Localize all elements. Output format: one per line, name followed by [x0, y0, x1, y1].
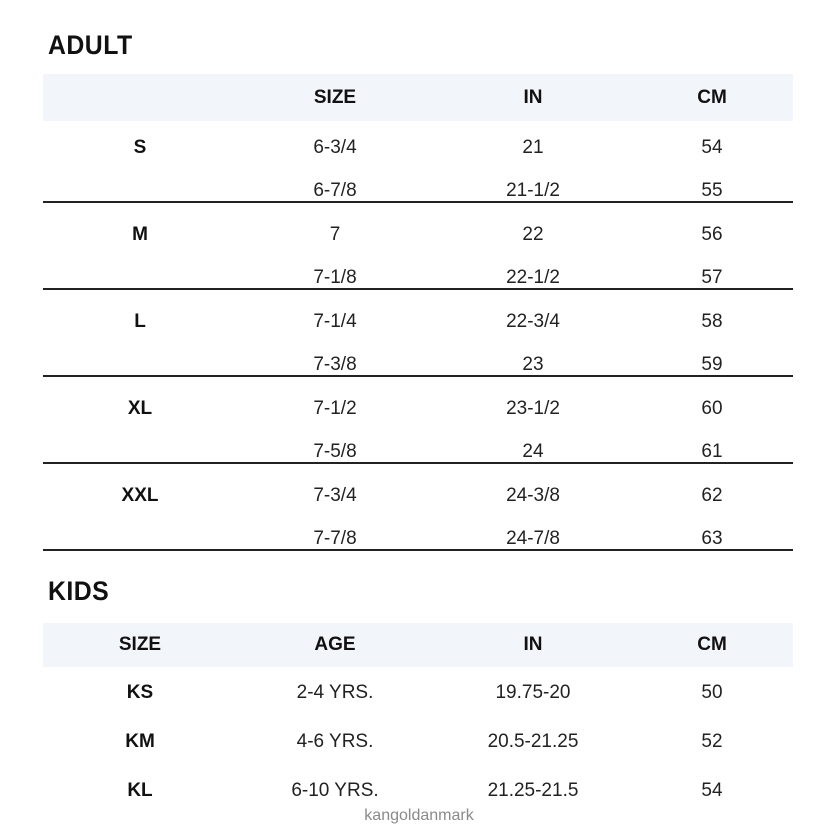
- kids-cell: 21.25-21.5: [487, 779, 579, 801]
- kids-header-cell: SIZE: [118, 634, 162, 655]
- kids-cell: 52: [701, 730, 723, 752]
- adult-header-cell: IN: [523, 86, 543, 108]
- kids-cell: 20.5-21.25: [487, 730, 579, 752]
- kids-cell: 2-4 YRS.: [296, 681, 374, 703]
- adult-cell: 56: [701, 223, 723, 245]
- adult-header-cell: CM: [697, 86, 727, 108]
- group-divider: [43, 375, 793, 377]
- adult-table-row: 7-5/8 24 61: [43, 430, 793, 473]
- adult-cell: 24-3/8: [506, 484, 560, 506]
- adult-cell: 22-3/4: [506, 310, 560, 332]
- adult-cell: 7-7/8: [313, 527, 357, 549]
- adult-table-row: XXL 7-3/4 24-3/8 62: [43, 474, 793, 517]
- kids-table-row: KS 2-4 YRS. 19.75-20 50: [43, 671, 793, 714]
- size-label: KL: [127, 779, 153, 801]
- group-divider: [43, 462, 793, 464]
- kids-table-row: KL 6-10 YRS. 21.25-21.5 54: [43, 769, 793, 812]
- adult-table-row: 6-7/8 21-1/2 55: [43, 169, 793, 212]
- adult-table-row: L 7-1/4 22-3/4 58: [43, 300, 793, 343]
- adult-table-row: 7-7/8 24-7/8 63: [43, 517, 793, 560]
- adult-cell: 6-3/4: [313, 136, 357, 158]
- kids-header-cell: AGE: [314, 634, 356, 655]
- adult-cell: 63: [701, 527, 723, 549]
- adult-header-cell: SIZE: [313, 86, 357, 108]
- adult-cell: 7-3/8: [313, 353, 357, 375]
- adult-cell: 21-1/2: [506, 179, 560, 201]
- size-label: XL: [127, 397, 153, 419]
- size-label: M: [132, 223, 148, 245]
- kids-cell: 6-10 YRS.: [291, 779, 379, 801]
- adult-cell: 23: [522, 353, 544, 375]
- size-label: L: [134, 310, 146, 332]
- adult-table-row: M 7 22 56: [43, 213, 793, 256]
- adult-cell: 58: [701, 310, 723, 332]
- adult-cell: 7-1/4: [313, 310, 357, 332]
- size-label: XXL: [121, 484, 159, 506]
- size-label: KM: [125, 730, 155, 752]
- kids-cell: 50: [701, 681, 723, 703]
- adult-cell: 62: [701, 484, 723, 506]
- adult-cell: 21: [522, 136, 544, 158]
- kids-cell: 4-6 YRS.: [296, 730, 374, 752]
- group-divider: [43, 201, 793, 203]
- adult-cell: 23-1/2: [506, 397, 560, 419]
- kids-cell: 19.75-20: [495, 681, 571, 703]
- adult-cell: 59: [701, 353, 723, 375]
- size-label: S: [133, 136, 147, 158]
- adult-table-row: S 6-3/4 21 54: [43, 126, 793, 169]
- adult-table-row: 7-3/8 23 59: [43, 343, 793, 386]
- kids-cell: 54: [701, 779, 723, 801]
- kids-header-row: SIZE AGE IN CM: [43, 623, 793, 667]
- watermark: kangoldanmark: [364, 807, 474, 824]
- adult-cell: 61: [701, 440, 723, 462]
- adult-table-row: 7-1/8 22-1/2 57: [43, 256, 793, 299]
- group-divider: [43, 288, 793, 290]
- kids-header-cell: IN: [523, 634, 543, 655]
- adult-header-row: SIZE IN CM: [43, 74, 793, 121]
- adult-cell: 7-1/2: [313, 397, 357, 419]
- adult-cell: 54: [701, 136, 723, 158]
- adult-cell: 7-1/8: [313, 266, 357, 288]
- adult-cell: 57: [701, 266, 723, 288]
- size-label: KS: [126, 681, 154, 703]
- adult-cell: 22-1/2: [506, 266, 560, 288]
- adult-cell: 22: [522, 223, 544, 245]
- adult-cell: 24-7/8: [506, 527, 560, 549]
- group-divider: [43, 549, 793, 551]
- adult-cell: 55: [701, 179, 723, 201]
- adult-cell: 60: [701, 397, 723, 419]
- adult-cell: 7: [329, 223, 341, 245]
- adult-table-row: XL 7-1/2 23-1/2 60: [43, 387, 793, 430]
- adult-cell: 7-5/8: [313, 440, 357, 462]
- adult-title: ADULT: [48, 30, 133, 60]
- adult-header-cell: [40, 74, 240, 121]
- adult-cell: 24: [522, 440, 544, 462]
- kids-title: KIDS: [48, 576, 110, 606]
- adult-cell: 6-7/8: [313, 179, 357, 201]
- adult-cell: 7-3/4: [313, 484, 357, 506]
- kids-table-row: KM 4-6 YRS. 20.5-21.25 52: [43, 720, 793, 763]
- kids-header-cell: CM: [697, 634, 727, 655]
